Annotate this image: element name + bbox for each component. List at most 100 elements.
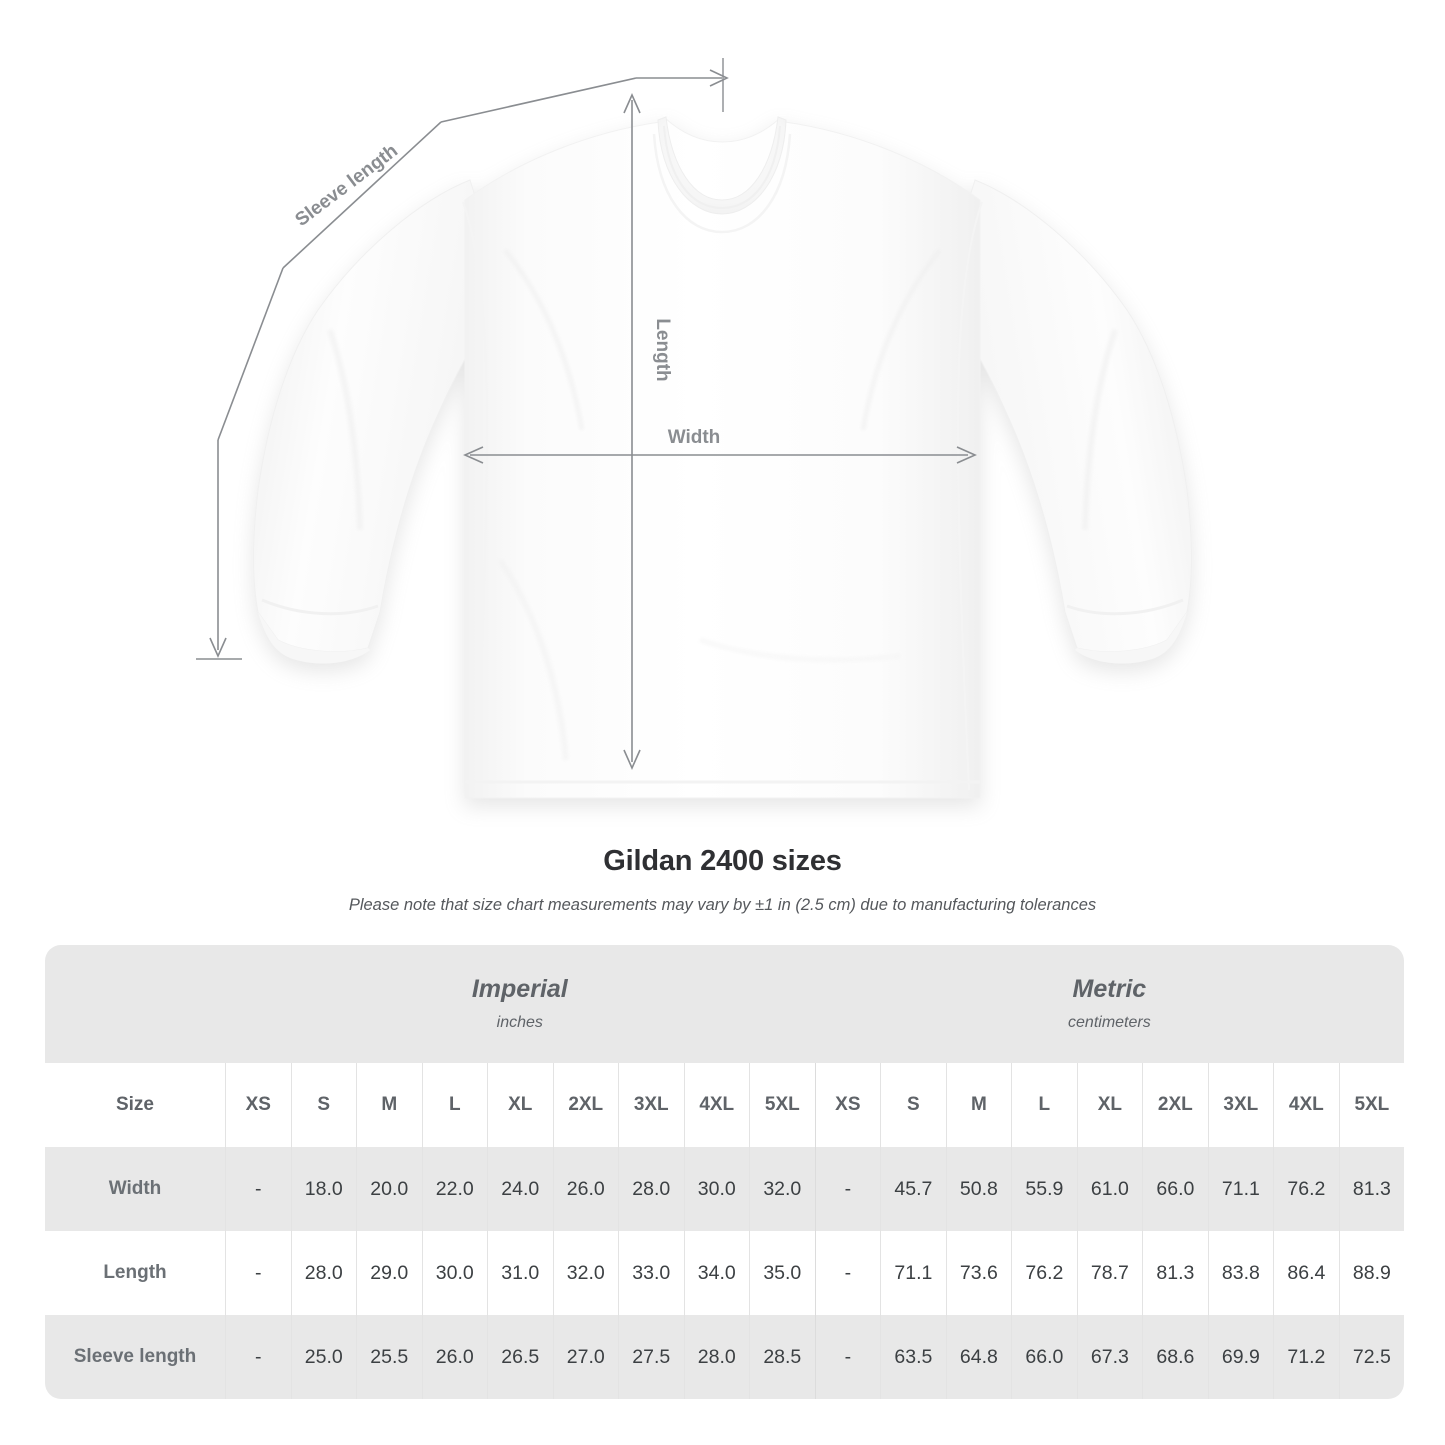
cell-length-imperial-5xl: 35.0 [749, 1231, 815, 1315]
garment-diagram: Sleeve length Length Width [196, 58, 1192, 799]
table-row: Length - 28.0 29.0 30.0 31.0 32.0 33.0 3… [45, 1231, 1405, 1315]
cell-sleeve-metric-s: 63.5 [880, 1315, 946, 1399]
cell-width-imperial-5xl: 32.0 [749, 1147, 815, 1231]
cell-width-imperial-2xl: 26.0 [552, 1147, 618, 1231]
cell-width-metric-3xl: 71.1 [1207, 1147, 1274, 1231]
cell-length-imperial-xl: 31.0 [487, 1231, 553, 1315]
cell-sleeve-metric-3xl: 69.9 [1207, 1315, 1274, 1399]
cell-length-imperial-m: 29.0 [356, 1231, 422, 1315]
tolerance-note: Please note that size chart measurements… [348, 896, 1097, 914]
size-header-label: Size [45, 1063, 225, 1147]
cell-length-imperial-xs: - [225, 1231, 291, 1315]
cell-sleeve-metric-xl: 67.3 [1076, 1315, 1143, 1399]
header-metric-2xl: 2XL [1142, 1063, 1208, 1147]
header-imperial-xs: XS [225, 1063, 291, 1147]
cell-sleeve-imperial-m: 25.5 [356, 1315, 422, 1399]
title-block: Gildan 2400 sizes Please note that size … [0, 845, 1445, 915]
cell-length-metric-xl: 78.7 [1076, 1231, 1143, 1315]
cell-sleeve-metric-l: 66.0 [1011, 1315, 1077, 1399]
measurement-annotations [196, 58, 977, 770]
row-label-sleeve-length: Sleeve length [45, 1315, 225, 1399]
cell-width-metric-5xl: 81.3 [1338, 1147, 1405, 1231]
unit-banner-row: Imperial inches Metric centimeters [45, 945, 1405, 1063]
sleeve-length-dimension [196, 58, 729, 660]
cell-sleeve-metric-m: 64.8 [945, 1315, 1012, 1399]
cell-width-metric-xl: 61.0 [1076, 1147, 1143, 1231]
header-imperial-l: L [421, 1063, 487, 1147]
imperial-name: Imperial [471, 975, 568, 1004]
cell-sleeve-imperial-l: 26.0 [421, 1315, 487, 1399]
header-imperial-3xl: 3XL [618, 1063, 684, 1147]
cell-length-metric-5xl: 88.9 [1338, 1231, 1405, 1315]
sleeve-length-label: Sleeve length [291, 140, 401, 230]
header-metric-xs: XS [814, 1063, 881, 1147]
imperial-sub: inches [496, 1013, 543, 1031]
cell-length-imperial-s: 28.0 [290, 1231, 356, 1315]
cell-length-metric-l: 76.2 [1011, 1231, 1077, 1315]
table-row: Sleeve length - 25.0 25.5 26.0 26.5 27.0… [45, 1315, 1405, 1399]
metric-sub: centimeters [1068, 1013, 1151, 1031]
shirt-illustration [253, 116, 1192, 799]
cell-width-metric-l: 55.9 [1011, 1147, 1077, 1231]
header-imperial-4xl: 4XL [683, 1063, 749, 1147]
cell-width-imperial-m: 20.0 [356, 1147, 422, 1231]
cell-width-metric-s: 45.7 [880, 1147, 946, 1231]
header-metric-s: S [880, 1063, 946, 1147]
cell-width-imperial-xs: - [225, 1147, 291, 1231]
cell-width-metric-4xl: 76.2 [1273, 1147, 1339, 1231]
length-dimension [623, 93, 641, 770]
width-dimension [463, 446, 977, 464]
cell-length-metric-m: 73.6 [945, 1231, 1012, 1315]
metric-banner: Metric centimeters [814, 945, 1405, 1063]
cell-sleeve-imperial-4xl: 28.0 [683, 1315, 749, 1399]
cell-sleeve-metric-5xl: 72.5 [1338, 1315, 1405, 1399]
header-metric-l: L [1011, 1063, 1077, 1147]
header-imperial-5xl: 5XL [749, 1063, 815, 1147]
cell-width-imperial-3xl: 28.0 [618, 1147, 684, 1231]
cell-length-metric-2xl: 81.3 [1142, 1231, 1208, 1315]
header-metric-3xl: 3XL [1207, 1063, 1274, 1147]
header-imperial-2xl: 2XL [552, 1063, 618, 1147]
cell-length-imperial-3xl: 33.0 [618, 1231, 684, 1315]
header-imperial-m: M [356, 1063, 422, 1147]
metric-name: Metric [1072, 975, 1147, 1004]
header-metric-5xl: 5XL [1338, 1063, 1405, 1147]
cell-sleeve-metric-4xl: 71.2 [1273, 1315, 1339, 1399]
row-label-length: Length [45, 1231, 225, 1315]
cell-sleeve-metric-2xl: 68.6 [1142, 1315, 1208, 1399]
size-table: Imperial inches Metric centimeters Size … [45, 945, 1405, 1399]
length-label: Length [652, 318, 673, 381]
width-label: Width [668, 427, 721, 448]
row-label-width: Width [45, 1147, 225, 1231]
header-metric-xl: XL [1076, 1063, 1143, 1147]
cell-sleeve-imperial-xs: - [225, 1315, 291, 1399]
cell-sleeve-imperial-s: 25.0 [290, 1315, 356, 1399]
cell-length-imperial-2xl: 32.0 [552, 1231, 618, 1315]
cell-width-imperial-s: 18.0 [290, 1147, 356, 1231]
header-metric-m: M [945, 1063, 1012, 1147]
cell-sleeve-imperial-xl: 26.5 [487, 1315, 553, 1399]
banner-spacer [45, 945, 225, 1063]
imperial-banner: Imperial inches [225, 945, 815, 1063]
page-title: Gildan 2400 sizes [603, 845, 842, 877]
header-imperial-xl: XL [487, 1063, 553, 1147]
header-metric-4xl: 4XL [1273, 1063, 1339, 1147]
cell-length-metric-s: 71.1 [880, 1231, 946, 1315]
cell-length-imperial-l: 30.0 [421, 1231, 487, 1315]
cell-length-metric-xs: - [814, 1231, 881, 1315]
cell-width-metric-2xl: 66.0 [1142, 1147, 1208, 1231]
cell-width-imperial-4xl: 30.0 [683, 1147, 749, 1231]
cell-length-metric-3xl: 83.8 [1207, 1231, 1274, 1315]
cell-sleeve-imperial-3xl: 27.5 [618, 1315, 684, 1399]
cell-sleeve-metric-xs: - [814, 1315, 881, 1399]
size-header-row: Size XS S M L XL 2XL 3XL 4XL 5XL XS S M … [45, 1063, 1405, 1147]
cell-width-metric-xs: - [814, 1147, 881, 1231]
cell-length-metric-4xl: 86.4 [1273, 1231, 1339, 1315]
cell-width-metric-m: 50.8 [945, 1147, 1012, 1231]
cell-width-imperial-xl: 24.0 [487, 1147, 553, 1231]
cell-sleeve-imperial-2xl: 27.0 [552, 1315, 618, 1399]
cell-width-imperial-l: 22.0 [421, 1147, 487, 1231]
table-row: Width - 18.0 20.0 22.0 24.0 26.0 28.0 30… [45, 1147, 1405, 1231]
cell-sleeve-imperial-5xl: 28.5 [749, 1315, 815, 1399]
